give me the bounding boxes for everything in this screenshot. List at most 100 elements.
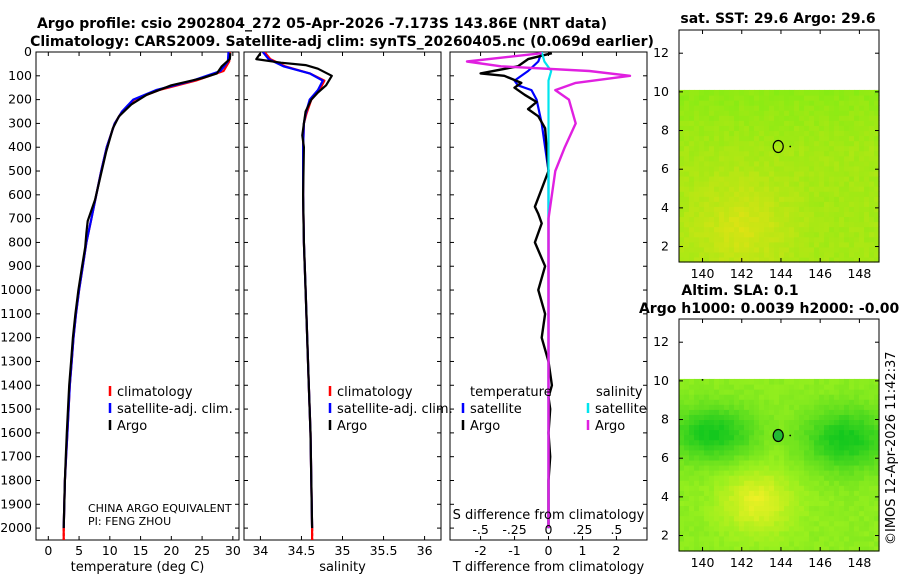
map-cell [734, 130, 740, 137]
map-cell [839, 130, 845, 137]
map-cell [839, 464, 845, 471]
map-cell [839, 414, 845, 421]
map-cell [824, 130, 830, 137]
map-cell [859, 500, 865, 507]
map-cell [809, 394, 815, 400]
map-cell [724, 475, 730, 481]
map-cell [819, 110, 825, 116]
map-cell [704, 495, 710, 501]
map-cell [769, 170, 775, 177]
map-cell [759, 404, 765, 410]
map-cell [779, 226, 785, 233]
map-cell [709, 155, 715, 162]
map-cell [874, 221, 880, 228]
map-cell [744, 236, 750, 243]
map-cell [819, 186, 825, 192]
map-cell [809, 475, 815, 481]
map-cell [824, 201, 830, 207]
map-cell [724, 236, 730, 243]
map-cell [814, 419, 820, 426]
map-cell [859, 540, 865, 547]
map-cell [804, 459, 810, 466]
map-cell [684, 155, 690, 162]
map-cell [839, 216, 845, 223]
map-cell [744, 530, 750, 537]
map-cell [784, 120, 790, 126]
map-cell [844, 216, 850, 223]
map-cell [819, 226, 825, 233]
map-cell [739, 434, 745, 441]
map-cell [769, 94, 775, 101]
map-cell [804, 540, 810, 547]
map-cell [754, 105, 760, 111]
map-cell [679, 155, 685, 162]
map-cell [804, 251, 810, 258]
map-cell [859, 160, 865, 167]
map-cell [679, 145, 685, 152]
map-cell [729, 449, 735, 456]
map-cell [749, 515, 755, 522]
map-cell [854, 464, 860, 471]
map-cell [869, 165, 875, 172]
map-cell [794, 140, 800, 147]
map-cell [869, 251, 875, 258]
map-cell [749, 394, 755, 400]
map-cell [864, 495, 870, 501]
map-cell [774, 221, 780, 228]
map-cell [834, 206, 840, 212]
map-cell [729, 246, 735, 253]
map-cell [734, 464, 740, 471]
map-cell [749, 236, 755, 243]
map-cell [829, 459, 835, 466]
map-cell [854, 378, 860, 385]
map-cell [734, 150, 740, 157]
map-cell [739, 439, 745, 446]
map-cell [724, 545, 730, 552]
map-cell [729, 196, 735, 202]
map-cell [689, 100, 695, 106]
map-cell [749, 414, 755, 421]
map-cell [694, 429, 700, 436]
map-cell [829, 216, 835, 223]
map-cell [874, 236, 880, 243]
map-cell [724, 140, 730, 147]
map-cell [754, 485, 760, 491]
x-tick-label: 30 [225, 543, 241, 558]
map-cell [699, 105, 705, 111]
map-cell [709, 500, 715, 507]
map-cell [729, 383, 735, 390]
map-cell [829, 181, 835, 187]
map-cell [824, 530, 830, 537]
map-cell [794, 429, 800, 436]
map-cell [704, 94, 710, 101]
map-cell [709, 196, 715, 202]
map-cell [764, 505, 770, 512]
map-cell [854, 510, 860, 517]
map-cell [809, 495, 815, 501]
map-cell [699, 236, 705, 243]
map-cell [824, 545, 830, 552]
map-cell [839, 389, 845, 395]
map-cell [864, 89, 870, 96]
map-cell [709, 464, 715, 471]
map-cell [824, 115, 830, 121]
map-cell [849, 105, 855, 111]
map-cell [809, 150, 815, 157]
map-cell [744, 170, 750, 177]
map-cell [859, 424, 865, 431]
map-cell [729, 414, 735, 421]
map-cell [859, 404, 865, 410]
map-cell [874, 115, 880, 121]
y-tick-label: 200 [8, 92, 32, 107]
map-cell [694, 535, 700, 542]
map-cell [864, 246, 870, 253]
map-cell [744, 125, 750, 132]
map-cell [874, 429, 880, 436]
map-cell [789, 389, 795, 395]
map-cell [714, 226, 720, 233]
map-cell [744, 464, 750, 471]
map-cell [764, 475, 770, 481]
map-cell [769, 181, 775, 187]
x-tick-label: 25 [194, 543, 210, 558]
map-cell [739, 105, 745, 111]
